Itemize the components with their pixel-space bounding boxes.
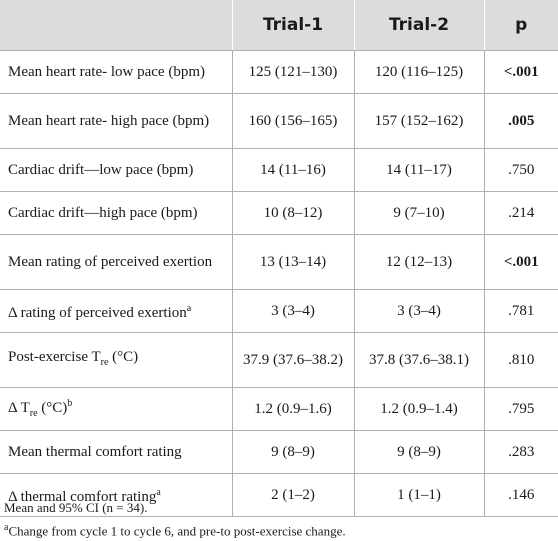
table-row: Mean heart rate- high pace (bpm) 160 (15… <box>0 93 558 149</box>
trial-1-value: 125 (121–130) <box>231 50 354 94</box>
row-label: Δ Tre (°C)b <box>0 387 232 431</box>
footnote-marker: a <box>156 487 161 498</box>
table-row: Post-exercise Tre (°C) 37.9 (37.6–38.2) … <box>0 332 558 388</box>
trial-1-value: 160 (156–165) <box>231 93 354 149</box>
p-value: .005 <box>483 93 558 149</box>
trial-2-value: 14 (11–17) <box>353 148 484 192</box>
trial-2-value: 157 (152–162) <box>353 93 484 149</box>
row-label: Cardiac drift—high pace (bpm) <box>0 191 232 235</box>
label-unit: (°C) <box>37 400 68 416</box>
row-label: Mean rating of perceived exertion <box>0 234 232 290</box>
footnote-marker: a <box>186 303 192 314</box>
table-row: Mean heart rate- low pace (bpm) 125 (121… <box>0 50 558 94</box>
trial-2-value: 1.2 (0.9–1.4) <box>353 387 484 431</box>
trial-1-value: 14 (11–16) <box>231 148 354 192</box>
note-footnote-a: aChange from cycle 1 to cycle 6, and pre… <box>4 518 554 541</box>
table-row: Mean rating of perceived exertion 13 (13… <box>0 234 558 290</box>
p-value: .781 <box>483 289 558 333</box>
trial-2-value: 9 (7–10) <box>353 191 484 235</box>
trial-2-value: 9 (8–9) <box>353 430 484 474</box>
p-value: <.001 <box>483 50 558 94</box>
row-label: Mean heart rate- high pace (bpm) <box>0 93 232 149</box>
header-p-value: p <box>483 0 558 51</box>
footnote-marker: a <box>4 522 9 533</box>
label-text: Post-exercise T <box>8 349 101 365</box>
trial-2-value: 1 (1–1) <box>353 473 484 517</box>
trial-1-value: 3 (3–4) <box>231 289 354 333</box>
row-label: Cardiac drift—low pace (bpm) <box>0 148 232 192</box>
label-subscript: re <box>29 408 38 419</box>
label-subscript: re <box>100 357 109 368</box>
results-table: Trial-1 Trial-2 p Mean heart rate- low p… <box>0 0 558 517</box>
table-row: Δ thermal comfort ratinga 2 (1–2) 1 (1–1… <box>0 473 558 517</box>
header-trial-2: Trial-2 <box>353 0 484 51</box>
row-label: Mean heart rate- low pace (bpm) <box>0 50 232 94</box>
trial-1-value: 9 (8–9) <box>231 430 354 474</box>
header-row: Trial-1 Trial-2 p <box>0 0 558 51</box>
row-label: Mean thermal comfort rating <box>0 430 232 474</box>
table-row: Δ rating of perceived exertiona 3 (3–4) … <box>0 289 558 333</box>
header-trial-1: Trial-1 <box>231 0 354 51</box>
table-row: Δ Tre (°C)b 1.2 (0.9–1.6) 1.2 (0.9–1.4) … <box>0 387 558 431</box>
trial-2-value: 3 (3–4) <box>353 289 484 333</box>
p-value: .146 <box>483 473 558 517</box>
label-unit: (°C) <box>108 349 139 365</box>
table-notes: Mean and 95% CI (n = 34). aChange from c… <box>4 498 554 541</box>
p-value: <.001 <box>483 234 558 290</box>
trial-2-value: 12 (12–13) <box>353 234 484 290</box>
trial-2-value: 120 (116–125) <box>353 50 484 94</box>
footnote-marker: b <box>67 398 73 409</box>
trial-1-value: 10 (8–12) <box>231 191 354 235</box>
p-value: .283 <box>483 430 558 474</box>
header-label-cell <box>0 0 232 51</box>
label-text: Δ thermal comfort rating <box>8 489 157 505</box>
p-value: .750 <box>483 148 558 192</box>
table-row: Cardiac drift—low pace (bpm) 14 (11–16) … <box>0 148 558 192</box>
p-value: .810 <box>483 332 558 388</box>
trial-2-value: 37.8 (37.6–38.1) <box>353 332 484 388</box>
trial-1-value: 2 (1–2) <box>231 473 354 517</box>
note-sample: Mean and 95% CI (n = 34). <box>4 500 148 515</box>
row-label: Δ rating of perceived exertiona <box>0 289 232 333</box>
label-text: Δ T <box>8 400 30 416</box>
trial-1-value: 1.2 (0.9–1.6) <box>231 387 354 431</box>
row-label: Δ thermal comfort ratinga <box>0 473 232 517</box>
trial-1-value: 37.9 (37.6–38.2) <box>231 332 354 388</box>
trial-1-value: 13 (13–14) <box>231 234 354 290</box>
table-row: Cardiac drift—high pace (bpm) 10 (8–12) … <box>0 191 558 235</box>
p-value: .214 <box>483 191 558 235</box>
p-value: .795 <box>483 387 558 431</box>
row-label: Post-exercise Tre (°C) <box>0 332 232 388</box>
table-row: Mean thermal comfort rating 9 (8–9) 9 (8… <box>0 430 558 474</box>
note-text: Change from cycle 1 to cycle 6, and pre-… <box>8 523 346 539</box>
label-text: Δ rating of perceived exertion <box>8 305 187 321</box>
